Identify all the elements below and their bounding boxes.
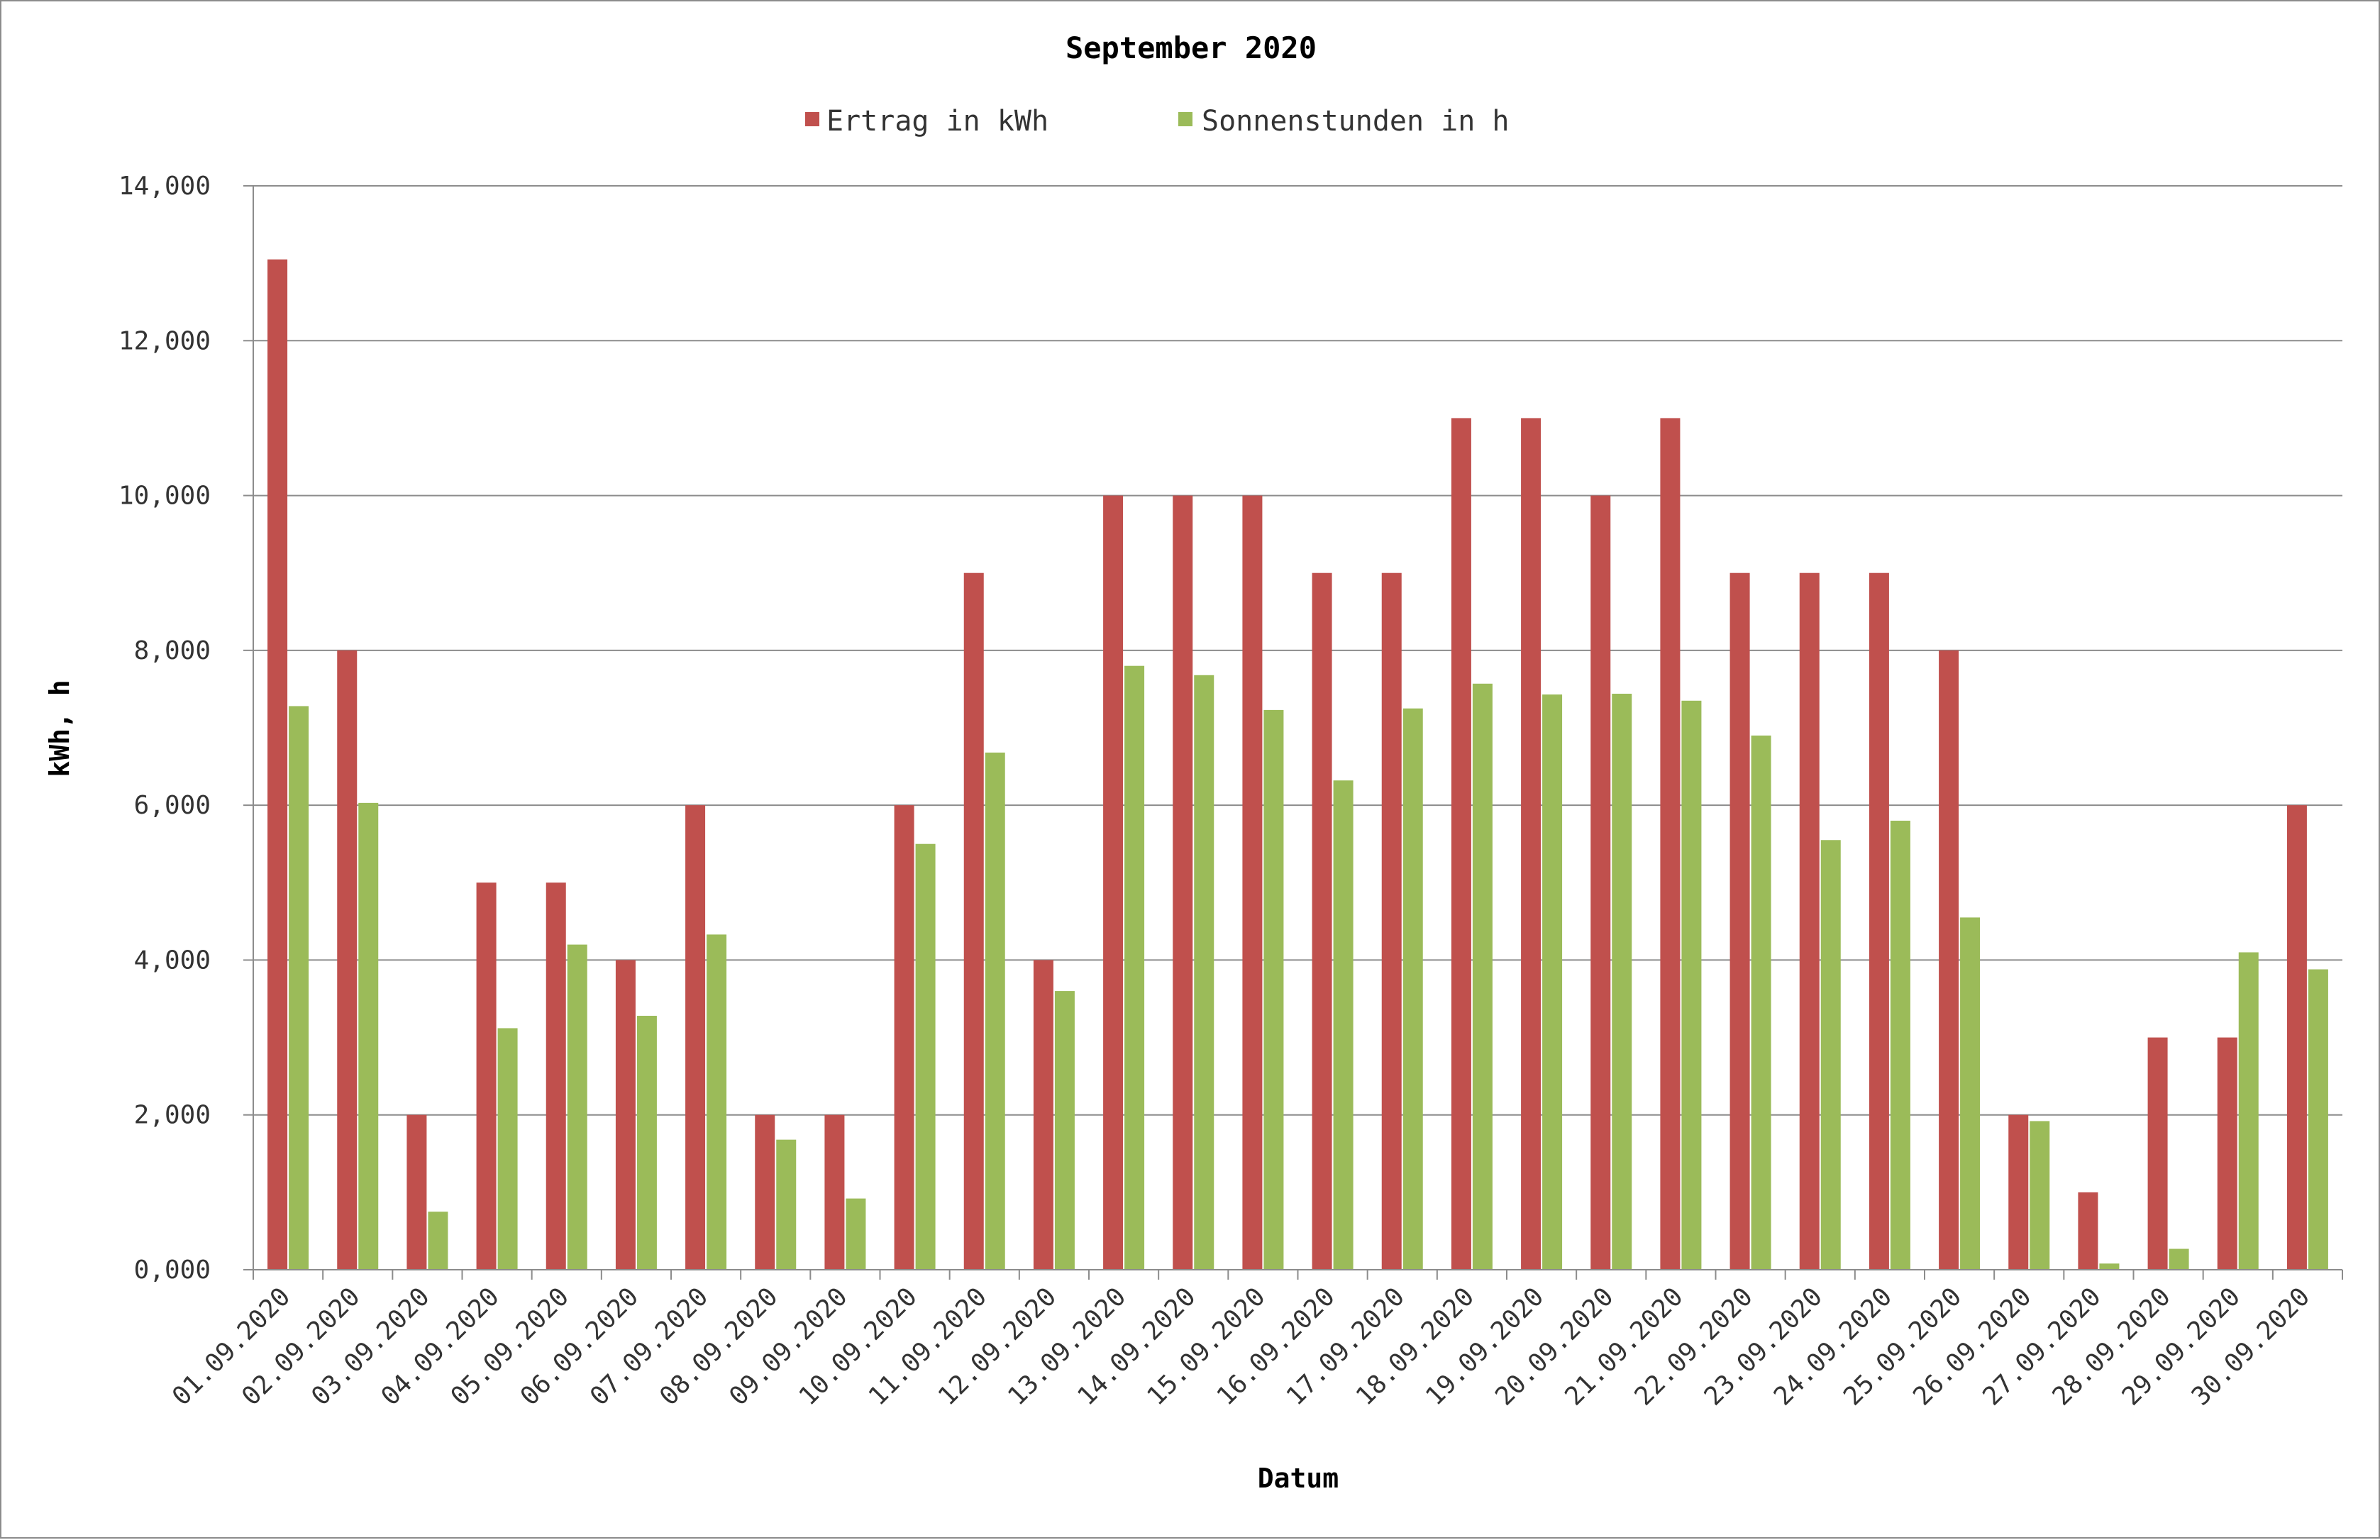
bar-ertrag <box>615 960 636 1270</box>
bar-sonnenstunden <box>358 802 379 1270</box>
bar-ertrag <box>1173 495 1193 1270</box>
bar-ertrag <box>1033 960 1053 1270</box>
y-tick-label: 8,000 <box>134 636 211 665</box>
bar-ertrag <box>1521 418 1542 1270</box>
bar-sonnenstunden <box>567 944 587 1270</box>
bar-ertrag <box>2217 1037 2237 1270</box>
bar-ertrag <box>2078 1192 2098 1270</box>
bar-ertrag <box>963 572 984 1270</box>
bar-sonnenstunden <box>1194 675 1214 1270</box>
y-tick-label: 2,000 <box>134 1101 211 1130</box>
bar-ertrag <box>337 650 358 1270</box>
legend-swatch-ertrag <box>805 112 819 126</box>
y-tick-label: 4,000 <box>134 946 211 975</box>
bar-sonnenstunden <box>1751 735 1771 1270</box>
bar-sonnenstunden <box>1054 991 1075 1270</box>
y-axis-ticks: 0,000 2,000 4,000 6,000 8,000 10,000 12,000 14,… <box>118 172 253 1285</box>
bar-sonnenstunden <box>1681 700 1702 1270</box>
bar-ertrag <box>894 805 914 1270</box>
bar-sonnenstunden <box>289 706 309 1270</box>
bar-ertrag <box>1242 495 1263 1270</box>
bar-ertrag <box>685 805 706 1270</box>
bar-sonnenstunden <box>2030 1121 2050 1270</box>
legend-swatch-sonnenstunden <box>1178 112 1192 126</box>
bar-ertrag <box>1729 572 1750 1270</box>
bar-ertrag <box>1939 650 1959 1270</box>
bar-ertrag <box>1451 418 1471 1270</box>
bar-sonnenstunden <box>1124 665 1145 1270</box>
bar-ertrag <box>406 1114 427 1270</box>
bar-sonnenstunden <box>1820 840 1841 1270</box>
bar-ertrag <box>1381 572 1402 1270</box>
bar-sonnenstunden <box>1402 708 1423 1270</box>
bar-ertrag <box>2008 1114 2029 1270</box>
axes <box>253 186 2342 1270</box>
bar-sonnenstunden <box>428 1212 448 1270</box>
bar-sonnenstunden <box>1612 693 1632 1270</box>
x-tick-label: 01.09.2020 <box>167 1282 296 1411</box>
bar-ertrag <box>1799 572 1820 1270</box>
bar-sonnenstunden <box>776 1139 797 1270</box>
y-tick-label: 14,000 <box>118 172 211 201</box>
bar-ertrag <box>267 259 288 1270</box>
bar-sonnenstunden <box>636 1016 657 1270</box>
bar-sonnenstunden <box>497 1028 518 1270</box>
x-axis-title: Datum <box>1258 1463 1339 1494</box>
bar-ertrag <box>1590 495 1611 1270</box>
bar-ertrag <box>755 1114 775 1270</box>
bar-ertrag <box>2286 805 2307 1270</box>
chart-title: September 2020 <box>1066 31 1317 65</box>
bar-ertrag <box>1869 572 1889 1270</box>
y-tick-label: 6,000 <box>134 791 211 820</box>
bar-sonnenstunden <box>2169 1248 2189 1270</box>
legend: Ertrag in kWh Sonnenstunden in h <box>805 105 1509 138</box>
bar-sonnenstunden <box>1472 683 1493 1270</box>
bar-sonnenstunden <box>707 934 727 1270</box>
y-tick-label: 12,000 <box>118 326 211 355</box>
bar-sonnenstunden <box>2238 952 2259 1270</box>
bar-ertrag <box>1103 495 1124 1270</box>
bars <box>267 259 2328 1270</box>
bar-sonnenstunden <box>915 843 936 1270</box>
y-tick-label: 10,000 <box>118 482 211 511</box>
bar-sonnenstunden <box>846 1198 866 1270</box>
gridlines <box>253 185 2342 1270</box>
bar-ertrag <box>476 882 497 1270</box>
legend-label-sonnenstunden: Sonnenstunden in h <box>1202 105 1509 138</box>
legend-label-ertrag: Ertrag in kWh <box>826 105 1048 138</box>
bar-ertrag <box>546 882 566 1270</box>
bar-ertrag <box>1660 418 1681 1270</box>
bar-sonnenstunden <box>2308 969 2328 1270</box>
bar-ertrag <box>1312 572 1332 1270</box>
bar-sonnenstunden <box>1263 709 1284 1270</box>
y-axis-title: kWh, h <box>44 680 75 777</box>
bar-ertrag <box>2147 1037 2168 1270</box>
bar-sonnenstunden <box>1890 820 1910 1270</box>
bar-sonnenstunden <box>2099 1263 2120 1270</box>
bar-sonnenstunden <box>1333 780 1354 1270</box>
bar-ertrag <box>824 1114 845 1270</box>
y-tick-label: 0,000 <box>134 1256 211 1285</box>
bar-sonnenstunden <box>1960 917 1981 1270</box>
bar-sonnenstunden <box>985 752 1005 1270</box>
x-axis-ticks: 01.09.202002.09.202003.09.202004.09.2020… <box>167 1270 2343 1412</box>
bar-sonnenstunden <box>1542 694 1563 1270</box>
